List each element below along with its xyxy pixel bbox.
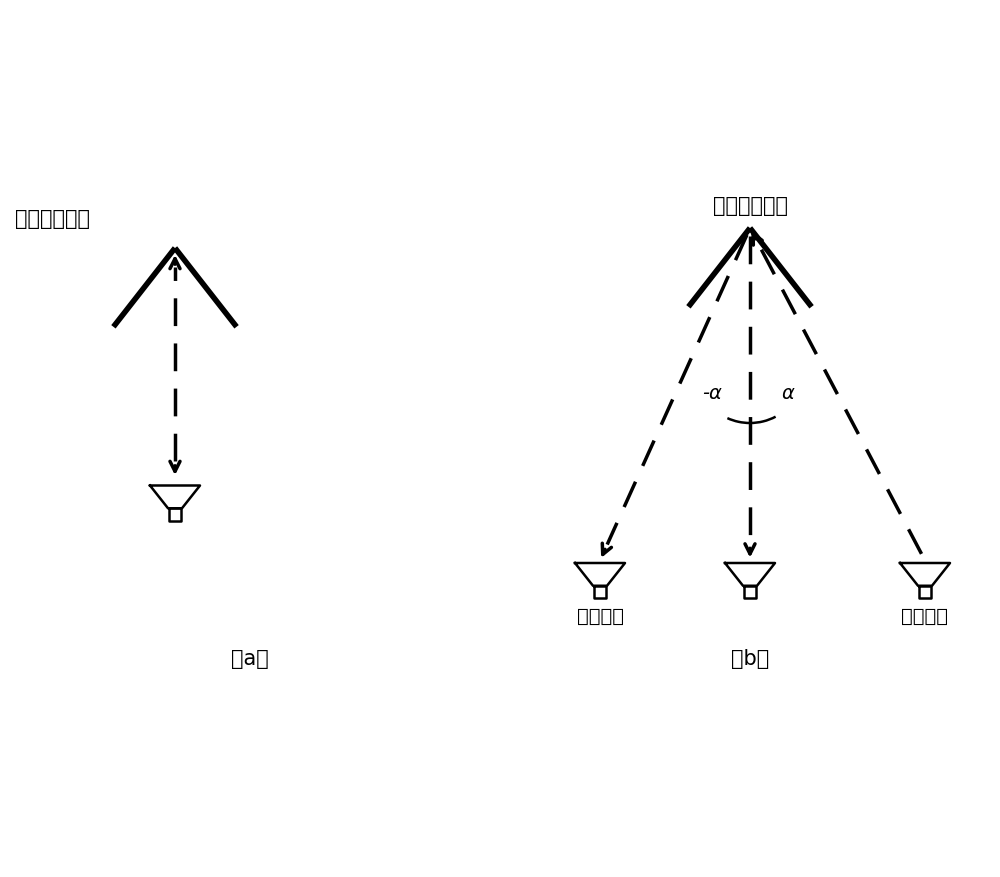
Text: 二面角反射器: 二面角反射器 — [15, 209, 90, 229]
Text: 二面角反射器: 二面角反射器 — [712, 196, 788, 217]
Text: 接收天线: 接收天线 — [576, 606, 624, 624]
Text: 发射天线: 发射天线 — [902, 606, 948, 624]
Text: -α: -α — [703, 384, 722, 403]
Text: α: α — [781, 384, 794, 403]
Text: （b）: （b） — [731, 648, 769, 668]
Text: （a）: （a） — [231, 648, 269, 668]
